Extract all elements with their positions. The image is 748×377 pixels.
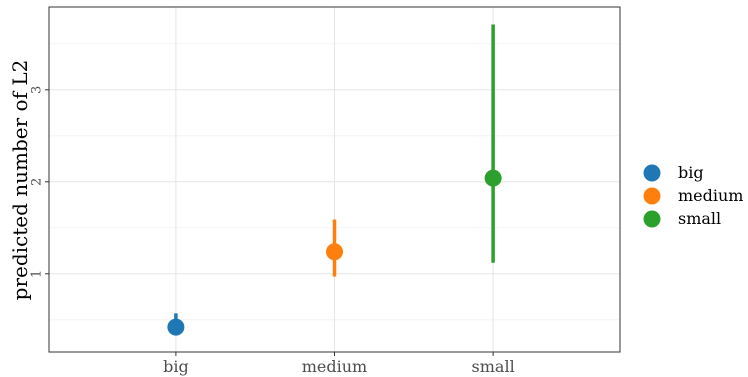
y-tick-label: 1 (30, 270, 45, 278)
x-tick-label: big (163, 357, 189, 376)
x-tick-label: small (472, 357, 515, 376)
legend-key-small (643, 210, 661, 228)
legend-label-small: small (678, 209, 721, 228)
x-tick-label: medium (302, 357, 367, 376)
point-small (484, 169, 502, 187)
data-points (167, 169, 502, 336)
y-tick-label: 3 (30, 86, 45, 94)
y-axis-title: predicted number of L2 (8, 60, 32, 301)
legend-key-big (643, 164, 661, 182)
legend-label-medium: medium (678, 186, 743, 205)
legend-key-medium (643, 187, 661, 205)
point-big (167, 318, 185, 336)
legend: big medium small (643, 163, 743, 228)
x-axis: big medium small (163, 352, 515, 376)
y-tick-label: 2 (30, 178, 45, 186)
y-axis: 1 2 3 (30, 86, 49, 278)
point-medium (326, 243, 343, 261)
legend-label-big: big (678, 163, 704, 182)
